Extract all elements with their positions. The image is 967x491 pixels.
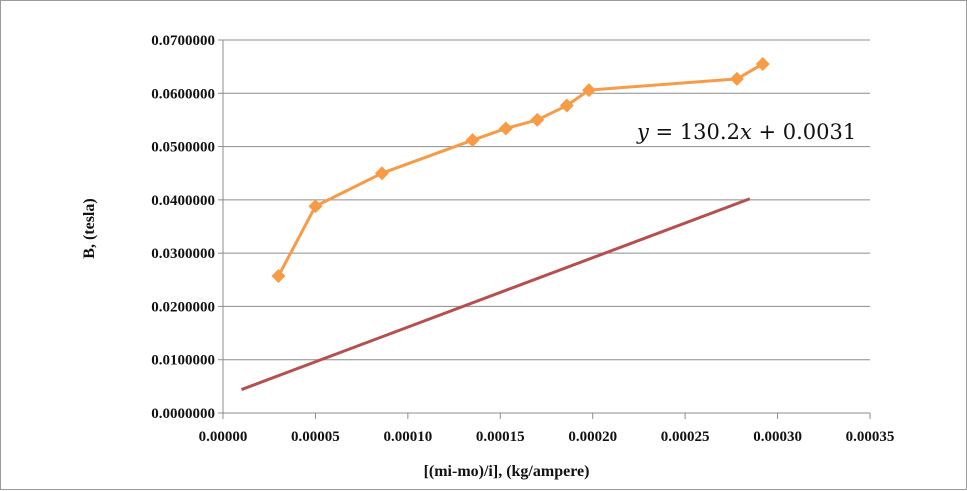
equation-part: + 0.0031 <box>752 120 856 144</box>
equation-part: y <box>636 120 650 144</box>
data-series-line <box>277 62 764 277</box>
x-tick-label: 0.00025 <box>661 429 710 445</box>
y-tick-label: 0.0000000 <box>151 406 215 422</box>
x-tick-label: 0.00030 <box>753 429 802 445</box>
y-tick-label: 0.0700000 <box>151 33 215 49</box>
data-point-marker <box>465 133 480 148</box>
x-tick-label: 0.00020 <box>568 429 617 445</box>
equation-part: x <box>740 120 752 144</box>
y-tick-label: 0.0400000 <box>151 193 215 209</box>
y-tick-label: 0.0500000 <box>151 140 215 156</box>
equation-part: = 130.2 <box>649 120 740 144</box>
x-axis-title: [(mi-mo)/i], (kg/ampere) <box>424 463 590 480</box>
data-point-marker <box>374 166 389 181</box>
data-point-marker <box>271 269 286 284</box>
trendline-equation: y = 130.2x + 0.0031 <box>636 120 856 144</box>
x-tick-label: 0.00000 <box>199 429 248 445</box>
data-point-marker <box>755 56 770 71</box>
y-tick-label: 0.0600000 <box>151 86 215 102</box>
x-tick-label: 0.00035 <box>846 429 895 445</box>
data-point-marker <box>582 83 597 98</box>
y-axis-title: B, (tesla) <box>81 198 98 258</box>
y-tick-label: 0.0200000 <box>151 299 215 315</box>
x-tick-label: 0.00010 <box>383 429 432 445</box>
y-tick-label: 0.0300000 <box>151 246 215 262</box>
x-tick-label: 0.00015 <box>476 429 525 445</box>
data-point-marker <box>559 98 574 113</box>
data-point-marker <box>530 112 545 127</box>
data-point-marker <box>308 199 323 214</box>
data-point-marker <box>729 71 744 86</box>
data-point-marker <box>498 121 513 136</box>
linear-trendline <box>240 197 751 391</box>
x-tick-label: 0.00005 <box>291 429 340 445</box>
y-tick-label: 0.0100000 <box>151 353 215 369</box>
